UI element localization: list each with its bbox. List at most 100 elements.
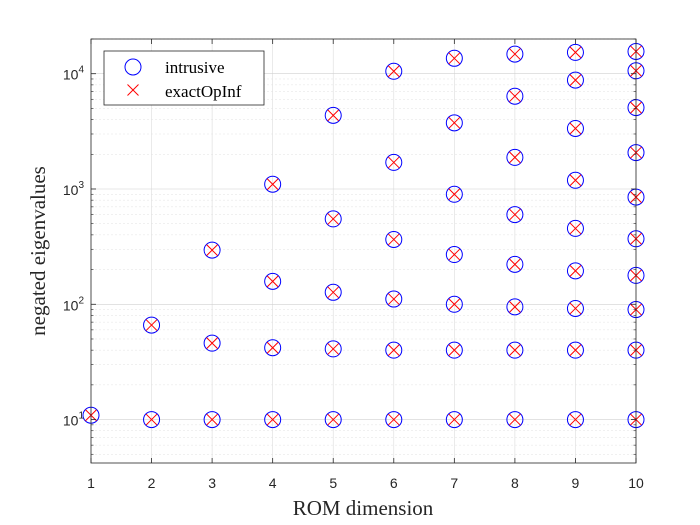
intrusive-point [566, 71, 584, 89]
intrusive-point [264, 339, 282, 357]
exactopinf-point [327, 413, 340, 426]
exactopinf-point [145, 413, 158, 426]
intrusive-point [506, 255, 524, 273]
exactopinf-point [569, 222, 582, 235]
intrusive-point [445, 49, 463, 67]
exactopinf-point [327, 343, 340, 355]
plot-frame [90, 38, 637, 464]
intrusive-point [385, 62, 403, 80]
exactopinf-point [448, 298, 461, 311]
intrusive-point [506, 45, 524, 63]
x-tick-label: 3 [208, 475, 216, 491]
intrusive-point [324, 106, 342, 124]
exactopinf-point [569, 413, 582, 426]
intrusive-point [324, 411, 342, 429]
exactopinf-point [387, 293, 400, 305]
axis-ticks [90, 38, 637, 463]
exactopinf-point [569, 344, 582, 357]
y-tick-label: 104 [63, 65, 85, 83]
x-tick-label: 8 [511, 475, 519, 491]
x-tick-label: 1 [87, 475, 95, 491]
intrusive-point [506, 411, 524, 429]
exactopinf-point [206, 413, 218, 426]
intrusive-point [506, 206, 524, 224]
intrusive-point [506, 148, 524, 166]
legend-intrusive-label: intrusive [165, 58, 225, 77]
exactopinf-point [387, 413, 400, 426]
intrusive-point [264, 411, 282, 429]
exactopinf-point [569, 302, 582, 315]
exactopinf-point [387, 344, 400, 357]
intrusive-point [385, 411, 403, 429]
intrusive-point [566, 341, 584, 359]
intrusive-point [385, 153, 403, 171]
y-tick-label: 103 [63, 180, 85, 198]
exactopinf-point [327, 213, 340, 225]
legend-exactopinf-label: exactOpInf [165, 82, 242, 101]
intrusive-point [566, 171, 584, 189]
intrusive-point [445, 246, 463, 264]
intrusive-point [324, 283, 342, 301]
y-tick-label: 102 [63, 295, 85, 313]
intrusive-point [445, 185, 463, 203]
intrusive-point [264, 175, 282, 193]
x-tick-label: 6 [390, 475, 398, 491]
exactopinf-point [569, 74, 582, 86]
plot-area [91, 39, 636, 463]
legend-intrusive-marker [124, 58, 142, 76]
exactopinf-point [509, 258, 521, 271]
exactopinf-point [448, 344, 461, 357]
exactopinf-point [569, 122, 582, 135]
intrusive-point [264, 272, 282, 290]
intrusive-point [566, 219, 584, 237]
tick-labels: 1 2 3 4 5 6 7 8 9 10 101 102 103 104 [63, 65, 644, 491]
exactopinf-point [509, 90, 521, 103]
exactopinf-point [569, 264, 582, 277]
exactopinf-point [387, 65, 400, 78]
intrusive-point [445, 295, 463, 313]
legend-box [103, 50, 265, 106]
exactopinf-point [206, 244, 218, 256]
intrusive-point [385, 230, 403, 248]
intrusive-point [445, 114, 463, 132]
intrusive-point [445, 411, 463, 429]
x-tick-label: 7 [450, 475, 458, 491]
intrusive-point [143, 411, 161, 429]
intrusive-point [566, 262, 584, 280]
exactopinf-point [569, 174, 582, 187]
intrusive-point [203, 411, 221, 429]
intrusive-point [385, 290, 403, 308]
intrusive-point [566, 299, 584, 317]
exactopinf-point [145, 319, 158, 331]
exactopinf-point [387, 156, 400, 169]
x-tick-label: 10 [628, 475, 644, 491]
exactopinf-point [448, 248, 461, 261]
exactopinf-point [509, 300, 521, 313]
intrusive-point [566, 411, 584, 429]
exactopinf-point [448, 52, 461, 65]
x-tick-label: 9 [572, 475, 580, 491]
legend: intrusive exactOpInf [103, 50, 265, 106]
intrusive-point [506, 298, 524, 316]
intrusive-point [324, 340, 342, 358]
exactopinf-point [448, 413, 461, 426]
exactopinf-point [327, 109, 340, 122]
intrusive-point [566, 119, 584, 137]
intrusive-point [506, 341, 524, 359]
intrusive-point [506, 87, 524, 105]
exactopinf-point [509, 208, 521, 221]
exactopinf-point [569, 46, 582, 59]
grid [90, 38, 637, 463]
intrusive-point [203, 334, 221, 352]
exactopinf-point [266, 341, 279, 354]
intrusive-point [203, 241, 221, 259]
exactopinf-point [387, 233, 400, 246]
exactopinf-point [266, 178, 279, 191]
exactopinf-point [509, 413, 521, 426]
exactopinf-point [448, 188, 461, 201]
legend-exactopinf-marker [127, 84, 139, 96]
intrusive-point [445, 341, 463, 359]
exactopinf-point [509, 151, 521, 164]
data-marks [82, 42, 645, 429]
